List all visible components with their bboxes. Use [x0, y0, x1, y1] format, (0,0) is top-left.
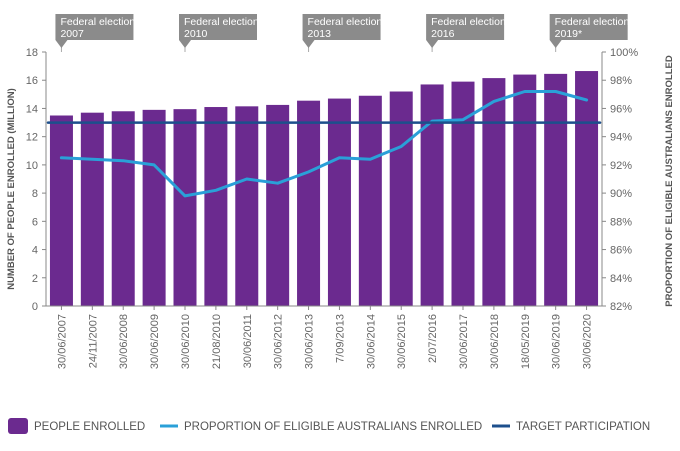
x-tick-label: 30/06/2011 [242, 314, 254, 368]
x-tick-label: 30/06/2020 [582, 314, 594, 369]
annotation-flag [302, 14, 381, 48]
x-tick-label: 30/06/2008 [118, 314, 130, 369]
annotation-line1: Federal election [308, 16, 383, 28]
bar [111, 111, 135, 307]
bar [266, 104, 290, 307]
bar [142, 109, 166, 306]
bar [544, 73, 568, 306]
bar-series [49, 71, 599, 307]
x-tick-label: 30/06/2007 [56, 314, 68, 369]
bar [513, 74, 537, 306]
y-tick-label-right: 88% [610, 216, 632, 228]
proportion-line [59, 90, 589, 198]
annotation-line2: 2007 [60, 28, 84, 40]
bar [420, 84, 444, 306]
x-tick-label: 21/08/2010 [211, 314, 223, 369]
annotation-line1: Federal election [431, 16, 506, 28]
bar [204, 107, 228, 307]
y-tick-label-left: 2 [32, 273, 38, 285]
bar [173, 109, 197, 307]
annotation-line2: 2016 [431, 28, 455, 40]
y-tick-label-left: 12 [26, 132, 38, 144]
y-tick-label-right: 100% [610, 47, 638, 59]
y-tick-label-right: 94% [610, 132, 632, 144]
x-tick-label: 30/06/2017 [458, 314, 470, 369]
bar [358, 95, 382, 306]
bar [389, 91, 413, 306]
bar [80, 112, 104, 306]
annotation-line2: 2010 [184, 28, 208, 40]
x-tick-label: 30/06/2019 [551, 314, 563, 369]
y-tick-label-left: 4 [32, 245, 38, 257]
x-tick-label: 30/06/2012 [273, 314, 285, 369]
x-tick-label: 24/11/2007 [87, 314, 99, 368]
y-tick-label-left: 16 [26, 75, 38, 87]
bar [49, 115, 73, 306]
x-tick-label: 7/09/2013 [334, 314, 346, 363]
y-axis-title-left: NUMBER OF PEOPLE ENROLLED (MILLION) [6, 88, 17, 290]
x-tick-label: 30/06/2013 [304, 314, 316, 369]
y-tick-label-right: 90% [610, 188, 632, 200]
y-tick-label-right: 98% [610, 75, 632, 87]
y-tick-label-left: 0 [32, 301, 38, 313]
y-tick-label-right: 92% [610, 160, 632, 172]
annotation-line1: Federal election [555, 16, 630, 28]
x-tick-label: 18/05/2019 [520, 314, 532, 369]
y-tick-label-right: 82% [610, 301, 632, 313]
annotation-line2: 2019* [555, 28, 582, 40]
y-tick-label-left: 14 [26, 103, 38, 115]
annotation-line2: 2013 [308, 28, 332, 40]
x-tick-label: 30/06/2018 [489, 314, 501, 369]
x-tick-label: 30/06/2009 [149, 314, 161, 369]
bar [482, 78, 506, 306]
y-tick-label-right: 84% [610, 273, 632, 285]
x-tick-label: 30/06/2015 [396, 314, 408, 369]
legend-swatch-bar [8, 418, 28, 434]
annotation-line1: Federal election [60, 16, 135, 28]
y-tick-label-right: 96% [610, 103, 632, 115]
y-tick-label-right: 86% [610, 245, 632, 257]
legend-label-enrolled: PEOPLE ENROLLED [34, 421, 145, 433]
line-series [46, 90, 602, 198]
y-tick-label-left: 10 [26, 160, 38, 172]
annotation-flag [426, 14, 505, 48]
x-tick-label: 30/06/2014 [365, 314, 377, 369]
annotation-flag [549, 14, 628, 48]
y-axis-title-right: PROPORTION OF ELIGIBLE AUSTRALIANS ENROL… [664, 55, 675, 307]
x-tick-label: 30/06/2010 [180, 314, 192, 369]
annotation-line1: Federal election [184, 16, 259, 28]
bar [327, 98, 351, 306]
legend-label-target: TARGET PARTICIPATION [516, 421, 650, 433]
annotation-flag [179, 14, 257, 48]
legend-label-proportion: PROPORTION OF ELIGIBLE AUSTRALIANS ENROL… [184, 421, 482, 433]
y-tick-label-left: 6 [32, 216, 38, 228]
bar [575, 71, 599, 306]
x-tick-label: 2/07/2016 [427, 314, 439, 363]
bar [451, 81, 475, 306]
annotation-flag [55, 14, 134, 48]
y-tick-label-left: 8 [32, 188, 38, 200]
legend: PEOPLE ENROLLED PROPORTION OF ELIGIBLE AU… [8, 418, 650, 434]
bar [235, 106, 259, 306]
axes: 0 2 4 6 8 10 12 14 16 18 82% 84% 86% 88% 90% 92% 94% 96% 9… [6, 47, 675, 369]
bar [297, 100, 321, 306]
y-tick-label-left: 18 [26, 47, 38, 59]
